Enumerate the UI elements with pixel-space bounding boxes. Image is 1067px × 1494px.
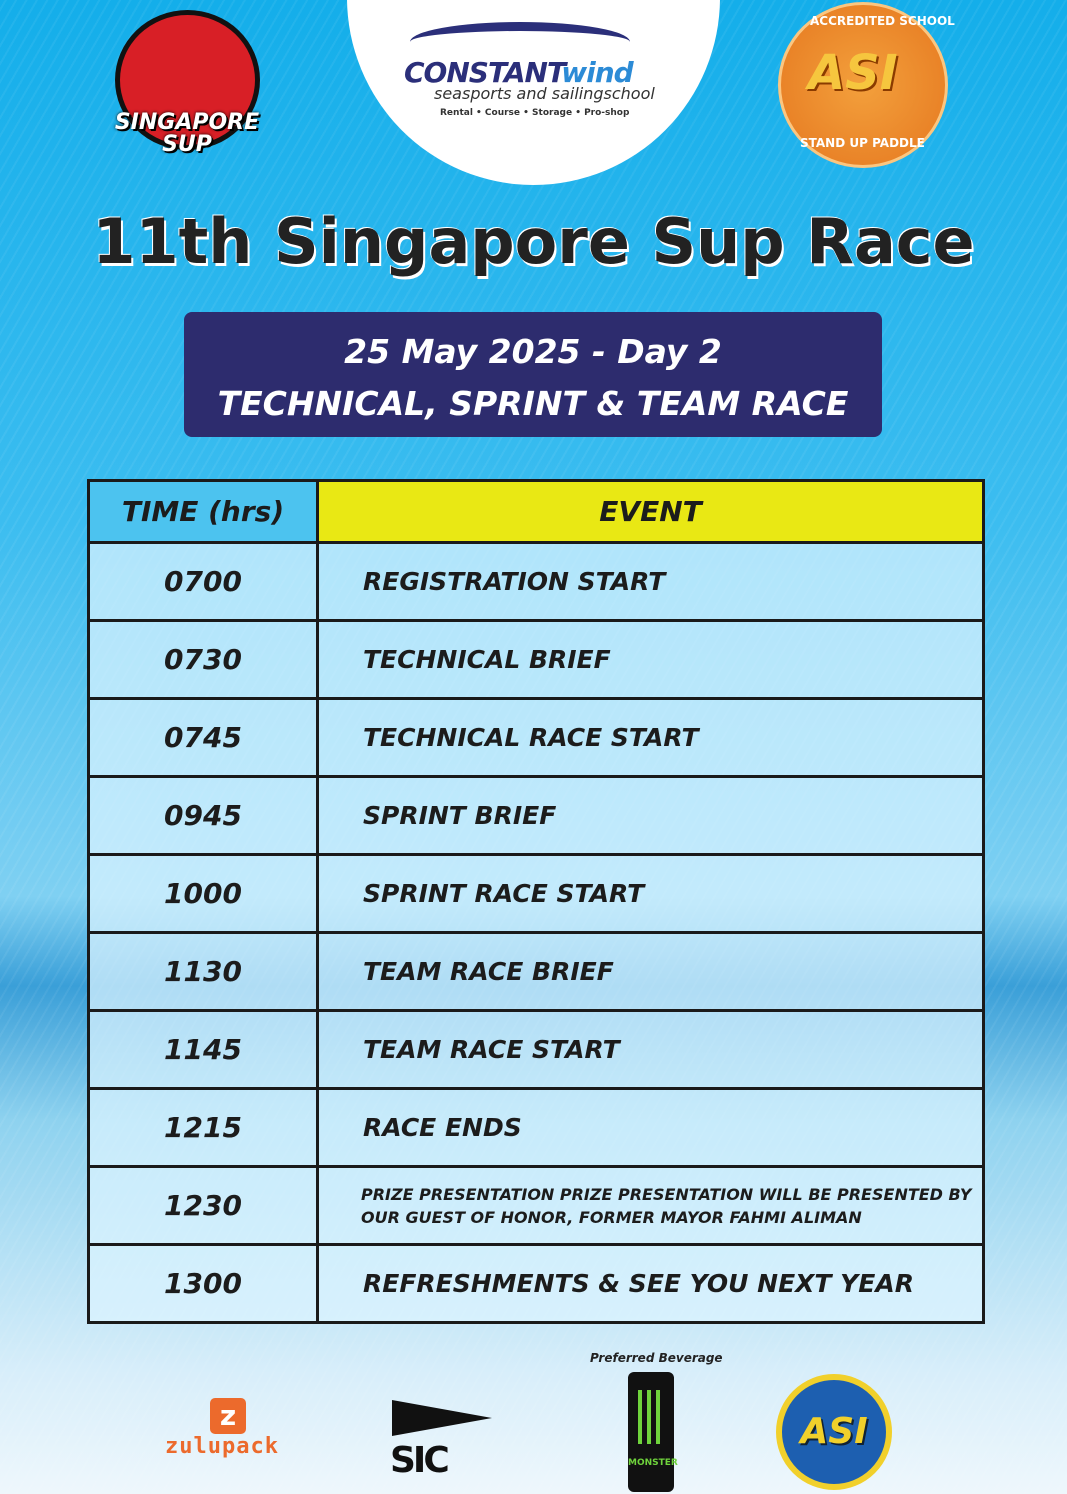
event-cell: TECHNICAL RACE START: [316, 697, 985, 778]
date-banner: 25 May 2025 - Day 2 TECHNICAL, SPRINT & …: [184, 312, 882, 437]
time-cell: 0730: [87, 619, 319, 700]
table-row: 1215 RACE ENDS: [87, 1087, 985, 1168]
table-row: 0745 TECHNICAL RACE START: [87, 697, 985, 778]
schedule-table: TIME (hrs) EVENT 0700 REGISTRATION START …: [87, 479, 985, 1324]
banner-date: 25 May 2025 - Day 2: [344, 332, 722, 371]
event-header: EVENT: [316, 479, 985, 544]
time-cell: 1130: [87, 931, 319, 1012]
time-cell: 1000: [87, 853, 319, 934]
constantwind-tagline: seasports and sailingschool: [434, 84, 655, 103]
asi-academy-logo: ASI: [776, 1374, 892, 1490]
monster-can: MONSTER: [628, 1372, 678, 1492]
event-cell: REFRESHMENTS & SEE YOU NEXT YEAR: [316, 1243, 985, 1324]
preferred-beverage-label: Preferred Beverage: [590, 1351, 723, 1365]
event-cell: SPRINT RACE START: [316, 853, 985, 934]
time-cell: 1215: [87, 1087, 319, 1168]
time-cell: 1145: [87, 1009, 319, 1090]
time-cell: 0700: [87, 541, 319, 622]
time-cell: 0945: [87, 775, 319, 856]
constantwind-swoosh-icon: [410, 22, 630, 62]
time-cell: 0745: [87, 697, 319, 778]
time-cell: 1230: [87, 1165, 319, 1246]
singapore-sup-logo-text: SINGAPORE SUP: [114, 110, 260, 157]
banner-subtitle: TECHNICAL, SPRINT & TEAM RACE: [217, 384, 849, 423]
event-cell: TEAM RACE BRIEF: [316, 931, 985, 1012]
event-cell: RACE ENDS: [316, 1087, 985, 1168]
constantwind-name-a: CONSTANT: [404, 56, 562, 89]
zulupack-logo: zulupack: [165, 1434, 279, 1459]
sic-flag-icon: [392, 1400, 492, 1436]
asi-ring-top: ACCREDITED SCHOOL: [810, 14, 955, 28]
constantwind-logo: CONSTANTwind: [404, 56, 634, 89]
constantwind-name-b: wind: [561, 56, 633, 89]
event-cell: SPRINT BRIEF: [316, 775, 985, 856]
asi-ring-bottom: STAND UP PADDLE: [800, 136, 925, 150]
table-header: TIME (hrs) EVENT: [87, 479, 985, 544]
table-row: 0730 TECHNICAL BRIEF: [87, 619, 985, 700]
table-row: 1130 TEAM RACE BRIEF: [87, 931, 985, 1012]
table-row: 0700 REGISTRATION START: [87, 541, 985, 622]
asi-mark: ASI: [808, 45, 898, 101]
event-cell: TECHNICAL BRIEF: [316, 619, 985, 700]
constantwind-services: Rental • Course • Storage • Pro-shop: [440, 108, 630, 118]
page-title: 11th Singapore Sup Race: [92, 205, 975, 278]
asi-accredited-logo: [778, 2, 948, 168]
sic-logo: SIC: [390, 1440, 450, 1481]
table-row: 1300 REFRESHMENTS & SEE YOU NEXT YEAR: [87, 1243, 985, 1324]
table-row: 0945 SPRINT BRIEF: [87, 775, 985, 856]
event-cell: PRIZE PRESENTATION PRIZE PRESENTATION WI…: [316, 1165, 985, 1246]
table-row: 1000 SPRINT RACE START: [87, 853, 985, 934]
singapore-sup-logo: [115, 10, 260, 150]
table-row: 1145 TEAM RACE START: [87, 1009, 985, 1090]
table-row: 1230 PRIZE PRESENTATION PRIZE PRESENTATIO…: [87, 1165, 985, 1246]
event-cell: TEAM RACE START: [316, 1009, 985, 1090]
time-header: TIME (hrs): [87, 479, 319, 544]
time-cell: 1300: [87, 1243, 319, 1324]
event-cell: REGISTRATION START: [316, 541, 985, 622]
zulupack-icon: z: [210, 1398, 246, 1434]
